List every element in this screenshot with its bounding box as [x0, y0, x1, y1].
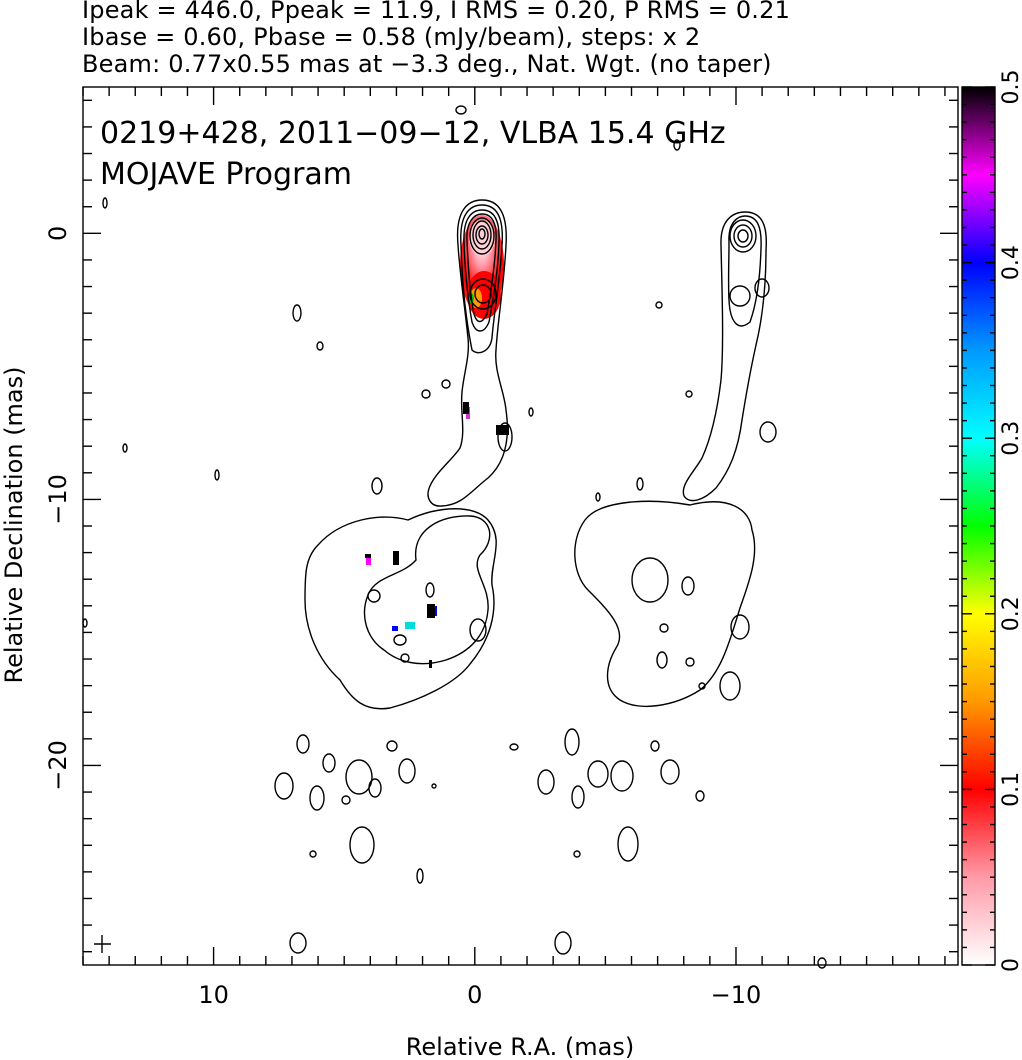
- x-tick-label: 10: [198, 981, 229, 1009]
- axes-layer: 10 0 −10 0 −10 −20: [44, 87, 958, 1009]
- header-stats-line: Ipeak = 446.0, Ppeak = 11.9, I RMS = 0.2…: [82, 0, 791, 24]
- colorbar-ticks: 0 0.1 0.2 0.3 0.4 0.5: [962, 70, 1022, 972]
- colorbar-tick-label: 0.2: [999, 596, 1022, 631]
- colorbar-tick-label: 0: [999, 958, 1022, 972]
- y-axis-label: Relative Declination (mas): [0, 366, 28, 683]
- colorbar-tick-label: 0.4: [999, 245, 1022, 280]
- y-tick-label: 0: [44, 226, 72, 241]
- right-panel-contours: [82, 139, 827, 969]
- annotation-source: 0219+428, 2011−09−12, VLBA 15.4 GHz: [100, 116, 726, 151]
- evpa-ticks: [365, 402, 509, 668]
- beam-marker: [94, 935, 111, 953]
- polarization-color-map: [366, 215, 504, 631]
- x-tick-label: 0: [467, 981, 482, 1009]
- y-tick-label: −10: [44, 474, 72, 525]
- x-axis-label: Relative R.A. (mas): [406, 1033, 634, 1060]
- left-panel-contours: [102, 105, 534, 954]
- y-tick-label: −20: [44, 740, 72, 791]
- x-tick-label: −10: [711, 981, 762, 1009]
- annotation-program: MOJAVE Program: [100, 157, 352, 192]
- header-beam-line: Beam: 0.77x0.55 mas at −3.3 deg., Nat. W…: [82, 50, 772, 78]
- colorbar: [961, 86, 996, 966]
- plot-frame: [82, 86, 959, 966]
- colorbar-tick-label: 0.5: [999, 70, 1022, 105]
- colorbar-tick-label: 0.3: [999, 421, 1022, 456]
- header-base-line: Ibase = 0.60, Pbase = 0.58 (mJy/beam), s…: [82, 23, 701, 51]
- colorbar-tick-label: 0.1: [999, 772, 1022, 807]
